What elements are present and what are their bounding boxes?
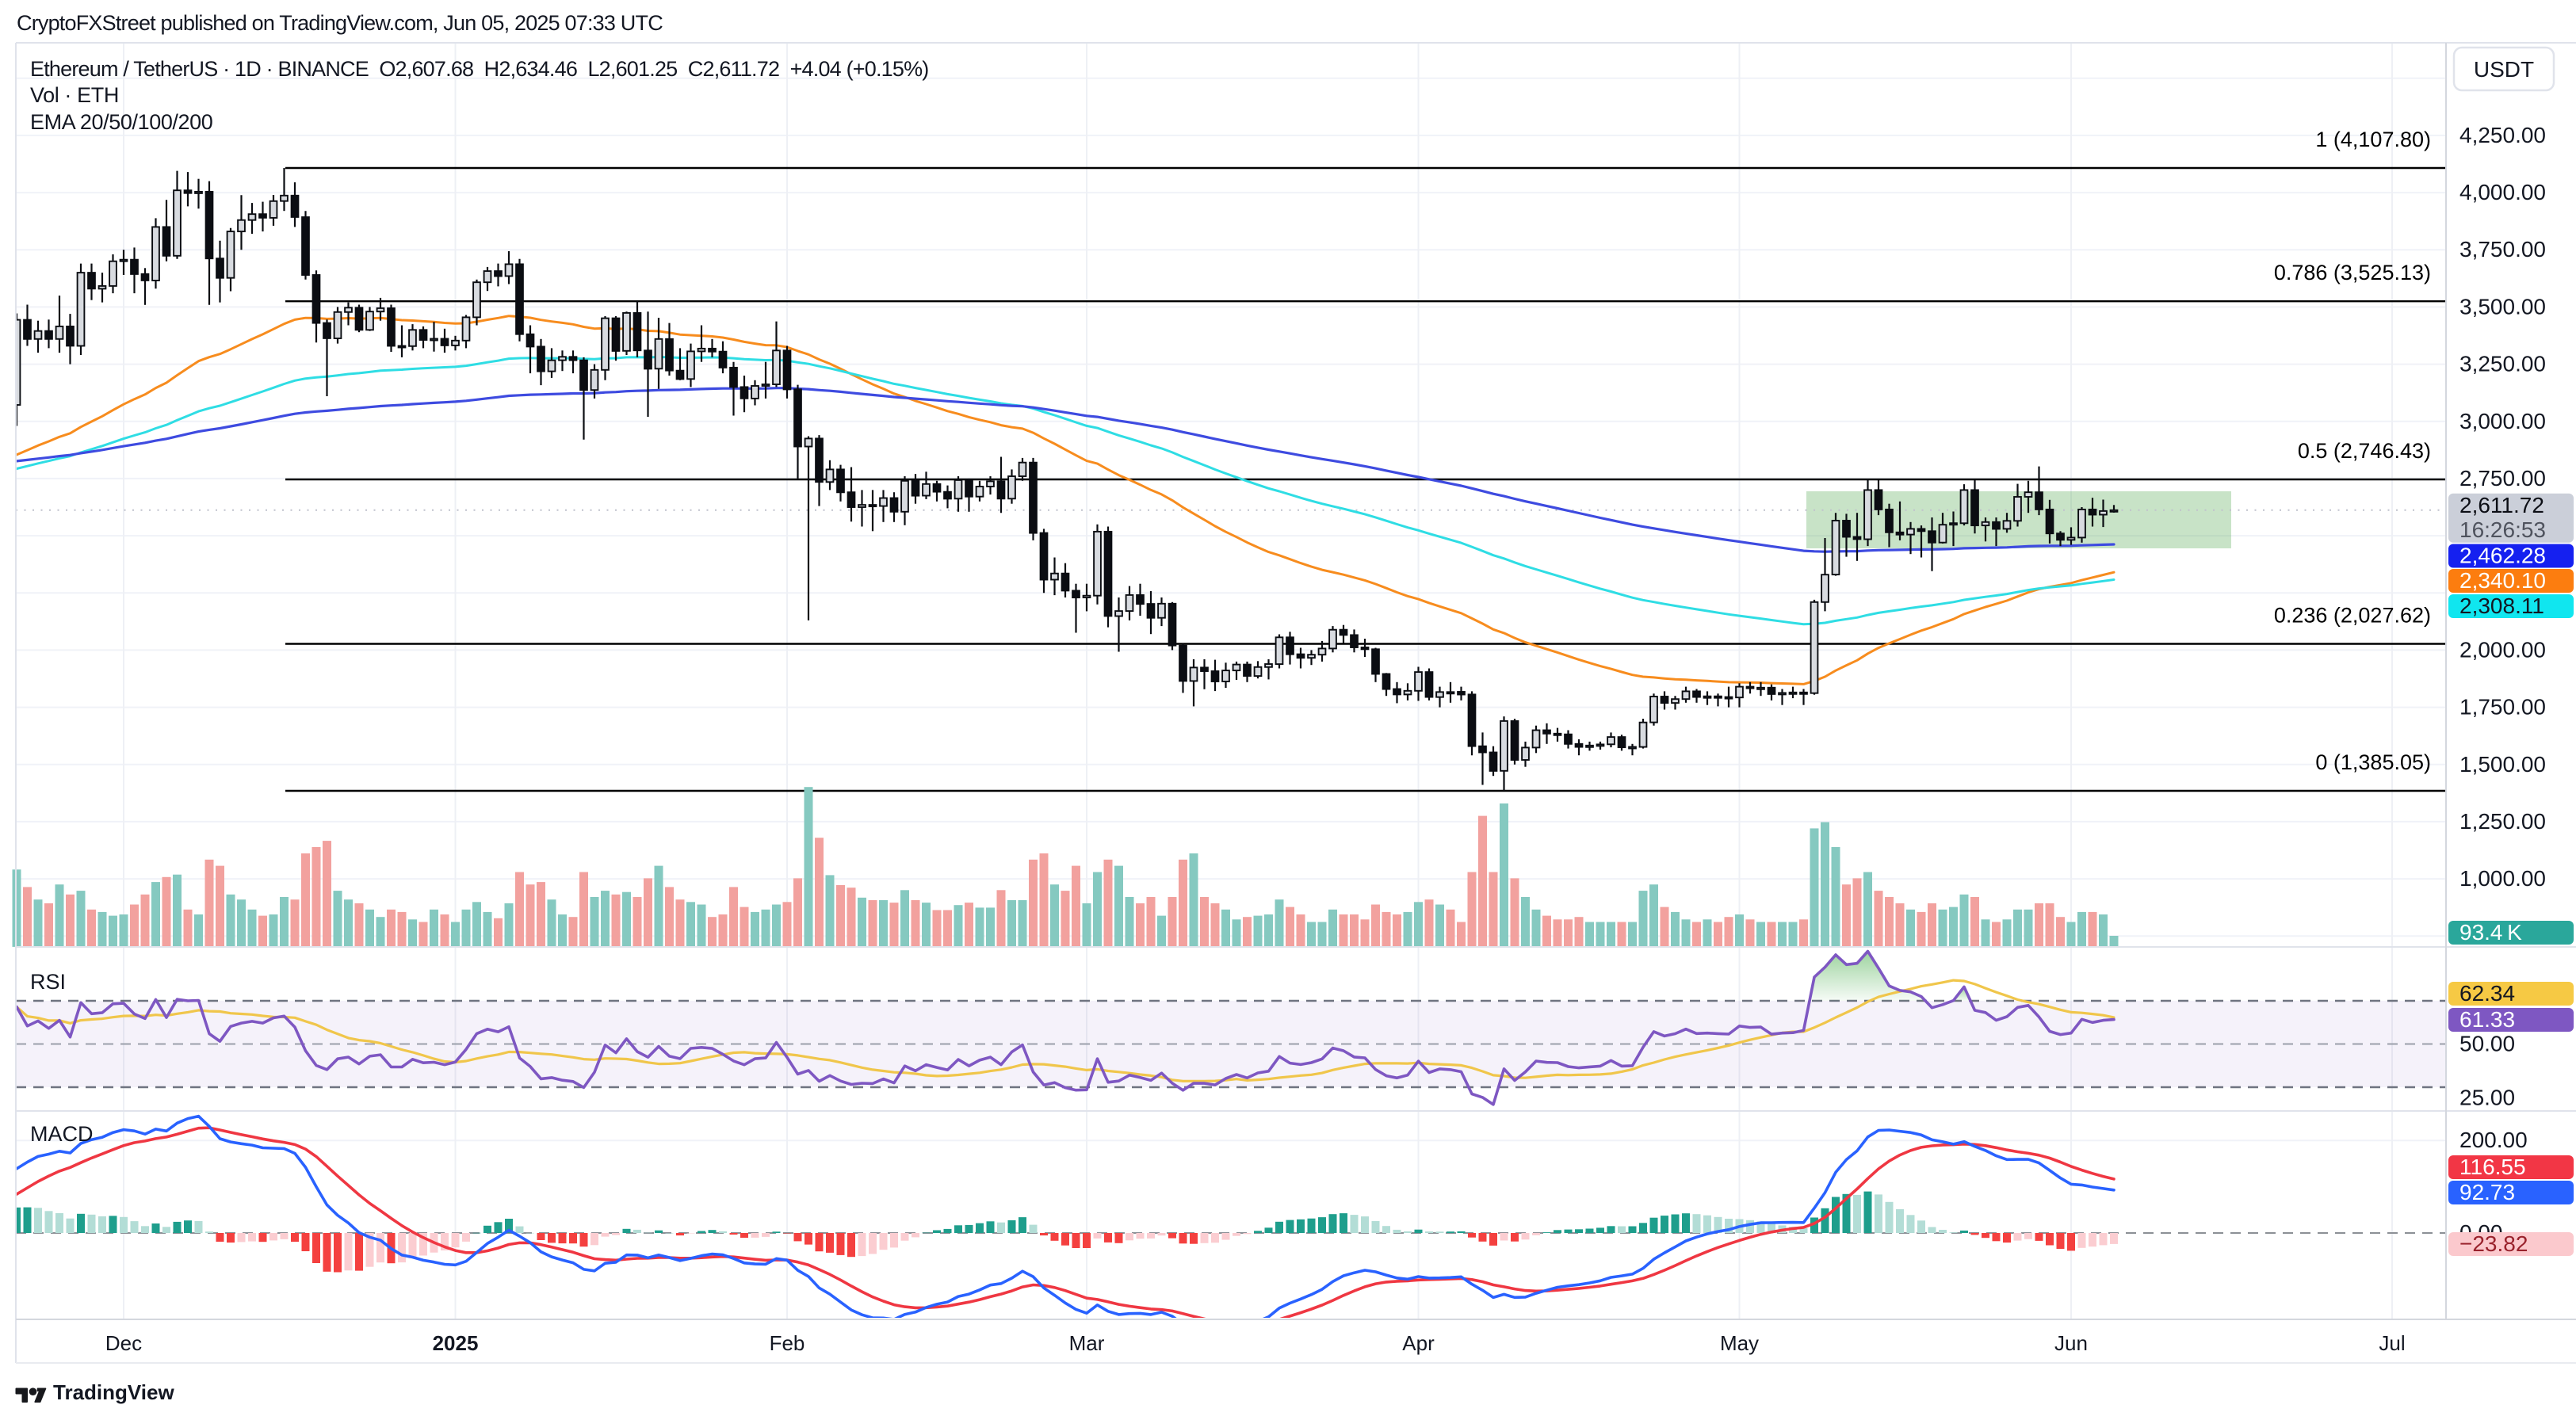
svg-text:3,500.00: 3,500.00	[2459, 294, 2546, 319]
svg-text:50.00: 50.00	[2459, 1032, 2515, 1056]
svg-text:May: May	[1720, 1331, 1759, 1355]
svg-text:1,000.00: 1,000.00	[2459, 866, 2546, 891]
svg-text:200.00: 200.00	[2459, 1128, 2528, 1152]
svg-text:Ethereum / TetherUS · 1D · BIN: Ethereum / TetherUS · 1D · BINANCE O2,60…	[30, 57, 929, 81]
svg-text:16:26:53: 16:26:53	[2459, 517, 2546, 542]
svg-text:CryptoFXStreet published on Tr: CryptoFXStreet published on TradingView.…	[17, 11, 663, 35]
svg-text:Jul: Jul	[2379, 1331, 2405, 1355]
svg-text:92.73: 92.73	[2459, 1180, 2515, 1204]
svg-text:0 (1,385.05): 0 (1,385.05)	[2315, 750, 2431, 774]
svg-text:2,340.10: 2,340.10	[2459, 568, 2546, 593]
svg-text:2,462.28: 2,462.28	[2459, 544, 2546, 568]
svg-text:0.5 (2,746.43): 0.5 (2,746.43)	[2298, 439, 2431, 463]
svg-text:4,000.00: 4,000.00	[2459, 180, 2546, 204]
svg-text:Apr: Apr	[1402, 1331, 1435, 1355]
svg-text:3,000.00: 3,000.00	[2459, 409, 2546, 433]
svg-text:3,750.00: 3,750.00	[2459, 237, 2546, 261]
svg-text:2,611.72: 2,611.72	[2459, 493, 2544, 517]
svg-text:0.786 (3,525.13): 0.786 (3,525.13)	[2274, 261, 2431, 284]
svg-text:62.34: 62.34	[2459, 981, 2515, 1006]
svg-text:MACD: MACD	[30, 1122, 94, 1146]
svg-text:Dec: Dec	[105, 1331, 142, 1355]
svg-text:Feb: Feb	[770, 1331, 805, 1355]
svg-text:25.00: 25.00	[2459, 1086, 2515, 1110]
svg-text:EMA 20/50/100/200: EMA 20/50/100/200	[30, 110, 212, 134]
svg-text:1,250.00: 1,250.00	[2459, 809, 2546, 834]
svg-text:Jun: Jun	[2054, 1331, 2088, 1355]
svg-text:RSI: RSI	[30, 970, 66, 994]
svg-text:2,750.00: 2,750.00	[2459, 466, 2546, 491]
svg-text:USDT: USDT	[2474, 57, 2534, 82]
svg-text:61.33: 61.33	[2459, 1007, 2515, 1032]
svg-text:116.55: 116.55	[2459, 1155, 2526, 1179]
svg-text:1,750.00: 1,750.00	[2459, 695, 2546, 720]
svg-text:−23.82: −23.82	[2459, 1231, 2528, 1256]
svg-text:Vol · ETH: Vol · ETH	[30, 83, 119, 107]
svg-text:2025: 2025	[433, 1331, 479, 1355]
svg-text:TradingView: TradingView	[53, 1380, 174, 1404]
svg-text:93.4 K: 93.4 K	[2459, 920, 2522, 945]
svg-text:Mar: Mar	[1069, 1331, 1105, 1355]
svg-text:3,250.00: 3,250.00	[2459, 352, 2546, 376]
svg-text:1 (4,107.80): 1 (4,107.80)	[2315, 128, 2431, 151]
svg-text:1,500.00: 1,500.00	[2459, 752, 2546, 777]
svg-text:2,000.00: 2,000.00	[2459, 637, 2546, 662]
svg-text:0.236 (2,027.62): 0.236 (2,027.62)	[2274, 604, 2431, 628]
svg-text:2,308.11: 2,308.11	[2459, 594, 2544, 618]
svg-text:4,250.00: 4,250.00	[2459, 123, 2546, 147]
